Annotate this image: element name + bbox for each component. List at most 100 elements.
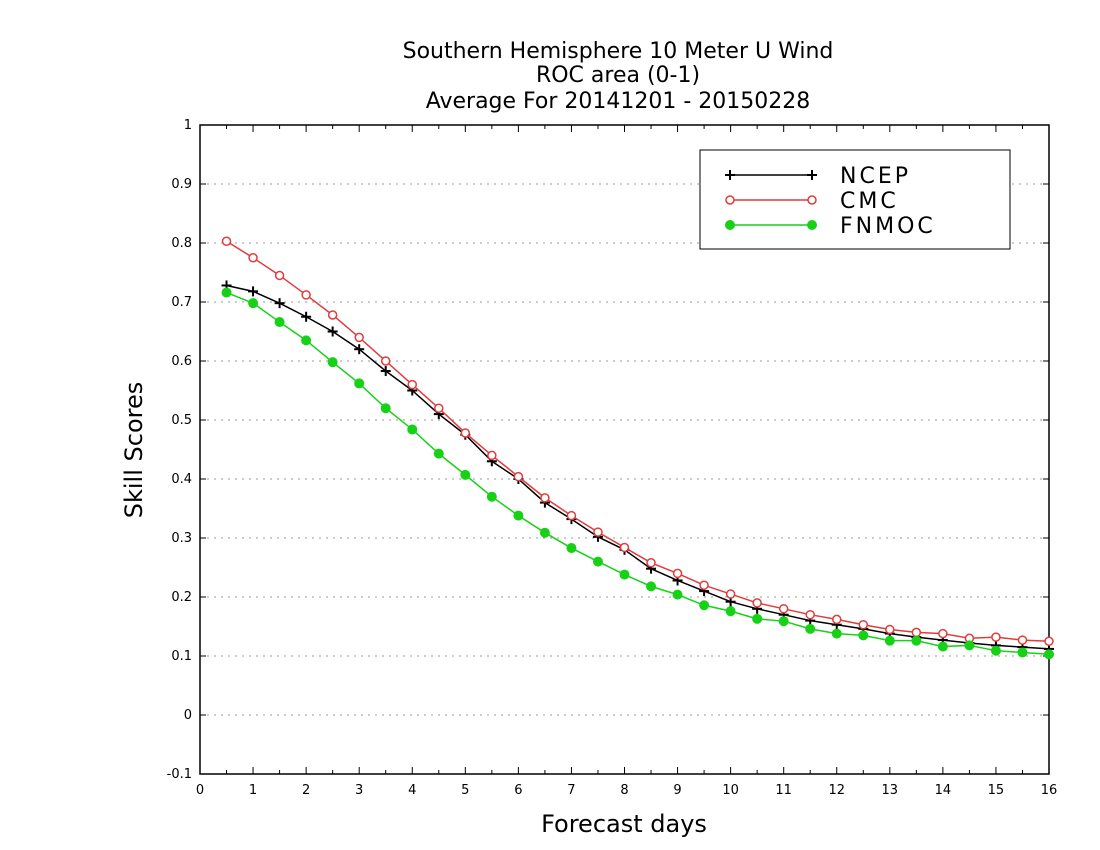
data-point-cmc (248, 253, 258, 263)
x-tick-label: 14 (935, 783, 952, 798)
x-tick-label: 4 (408, 783, 416, 798)
series-ncep (221, 280, 1054, 654)
series-layer (221, 236, 1054, 660)
legend-label-cmc: CMC (840, 189, 899, 214)
x-tick-label: 15 (988, 783, 1005, 798)
data-point-fnmoc (1017, 647, 1028, 658)
data-point-fnmoc (221, 287, 232, 298)
data-point-fnmoc (327, 357, 338, 368)
data-point-cmc (354, 332, 364, 343)
legend-marker-fnmoc (807, 220, 817, 230)
data-point-fnmoc (566, 543, 577, 554)
data-point-cmc (434, 403, 444, 413)
data-point-fnmoc (539, 527, 550, 538)
data-point-fnmoc (513, 510, 524, 521)
data-point-cmc (1017, 635, 1028, 645)
data-point-cmc (221, 236, 232, 246)
data-point-cmc (380, 356, 391, 366)
x-axis: 0 1 2 3 4 5 6 7 8 9 10 11 12 13 14 15 16 (196, 125, 1057, 798)
data-point-cmc (301, 290, 311, 300)
y-tick-label: 0.8 (171, 236, 192, 251)
data-point-cmc (646, 558, 656, 568)
data-point-fnmoc (699, 600, 710, 611)
chart-title-line-1: Southern Hemisphere 10 Meter U Wind (403, 39, 834, 64)
data-point-ncep (301, 311, 312, 322)
legend-marker-cmc (807, 195, 817, 205)
data-point-fnmoc (884, 635, 895, 646)
x-tick-label: 2 (302, 783, 310, 798)
data-point-cmc (487, 450, 497, 461)
data-point-fnmoc (911, 635, 922, 646)
y-tick-label: 1 (184, 118, 192, 133)
data-point-cmc (407, 379, 417, 390)
x-tick-label: 7 (567, 783, 575, 798)
data-point-cmc (327, 310, 338, 320)
data-point-fnmoc (725, 606, 736, 617)
data-point-fnmoc (752, 613, 763, 624)
series-fnmoc (221, 287, 1054, 660)
data-point-fnmoc (354, 378, 365, 389)
y-tick-label: 0.7 (171, 295, 192, 310)
data-point-fnmoc (407, 424, 418, 435)
y-tick-label: 0 (184, 708, 192, 723)
data-point-cmc (619, 542, 630, 553)
legend-item-cmc: CMC (725, 189, 899, 214)
data-point-fnmoc (592, 556, 603, 567)
legend-marker-cmc (725, 195, 735, 205)
data-point-fnmoc (990, 645, 1001, 656)
data-point-cmc (593, 527, 603, 537)
legend-marker-ncep (807, 170, 817, 180)
data-point-cmc (513, 471, 524, 482)
data-point-fnmoc (805, 623, 816, 634)
data-point-fnmoc (937, 641, 948, 652)
legend-item-fnmoc: FNMOC (725, 214, 933, 239)
x-tick-label: 0 (196, 783, 204, 798)
data-point-fnmoc (486, 491, 497, 502)
x-tick-label: 13 (882, 783, 899, 798)
y-axis: -0.1 0 0.1 0.2 0.3 0.4 0.5 0.6 0.7 0.8 0.9 1 (167, 118, 1049, 782)
x-tick-label: 12 (828, 783, 845, 798)
legend-item-ncep: NCEP (725, 164, 908, 189)
data-point-fnmoc (248, 298, 259, 309)
chart-title-line-2: ROC area (0-1) (536, 63, 700, 88)
x-tick-label: 16 (1041, 783, 1058, 798)
data-point-fnmoc (1044, 649, 1054, 660)
data-point-cmc (274, 270, 285, 281)
data-point-cmc (778, 604, 789, 614)
data-point-ncep (248, 286, 259, 297)
data-point-fnmoc (460, 469, 471, 480)
data-point-fnmoc (831, 628, 842, 639)
data-point-fnmoc (380, 403, 391, 414)
data-point-cmc (938, 628, 948, 639)
y-axis-title: Skill Scores (120, 382, 148, 519)
data-point-cmc (566, 510, 577, 521)
data-point-fnmoc (778, 616, 789, 627)
data-point-cmc (540, 493, 550, 503)
chart-title-line-3: Average For 20141201 - 20150228 (426, 89, 811, 114)
y-tick-label: 0.5 (171, 413, 192, 428)
data-point-fnmoc (964, 640, 975, 651)
data-point-cmc (725, 589, 736, 599)
data-point-ncep (274, 298, 285, 309)
x-tick-label: 1 (249, 783, 257, 798)
data-point-fnmoc (301, 335, 312, 346)
gridlines (200, 183, 1049, 716)
chart-title: Southern Hemisphere 10 Meter U Wind ROC … (403, 39, 834, 114)
x-tick-label: 3 (355, 783, 363, 798)
data-point-cmc (1044, 636, 1054, 646)
x-tick-label: 5 (461, 783, 469, 798)
data-point-cmc (885, 624, 895, 635)
x-tick-label: 10 (722, 783, 739, 798)
data-point-cmc (672, 568, 683, 579)
series-line-fnmoc (226, 291, 1050, 655)
data-point-cmc (991, 632, 1001, 642)
data-point-cmc (460, 428, 471, 438)
legend-marker-fnmoc (725, 220, 735, 230)
x-tick-label: 8 (620, 783, 628, 798)
data-point-fnmoc (274, 317, 285, 328)
data-point-ncep (327, 326, 338, 337)
x-tick-label: 6 (514, 783, 522, 798)
data-point-ncep (380, 366, 391, 377)
data-point-ncep (354, 344, 365, 355)
